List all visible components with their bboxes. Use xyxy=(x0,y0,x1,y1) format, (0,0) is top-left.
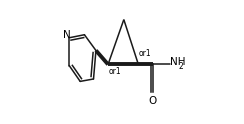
Text: N: N xyxy=(63,30,71,40)
Text: NH: NH xyxy=(170,57,185,67)
Text: or1: or1 xyxy=(109,67,121,77)
Text: 2: 2 xyxy=(179,62,184,71)
Text: O: O xyxy=(148,96,156,106)
Text: or1: or1 xyxy=(139,49,151,58)
